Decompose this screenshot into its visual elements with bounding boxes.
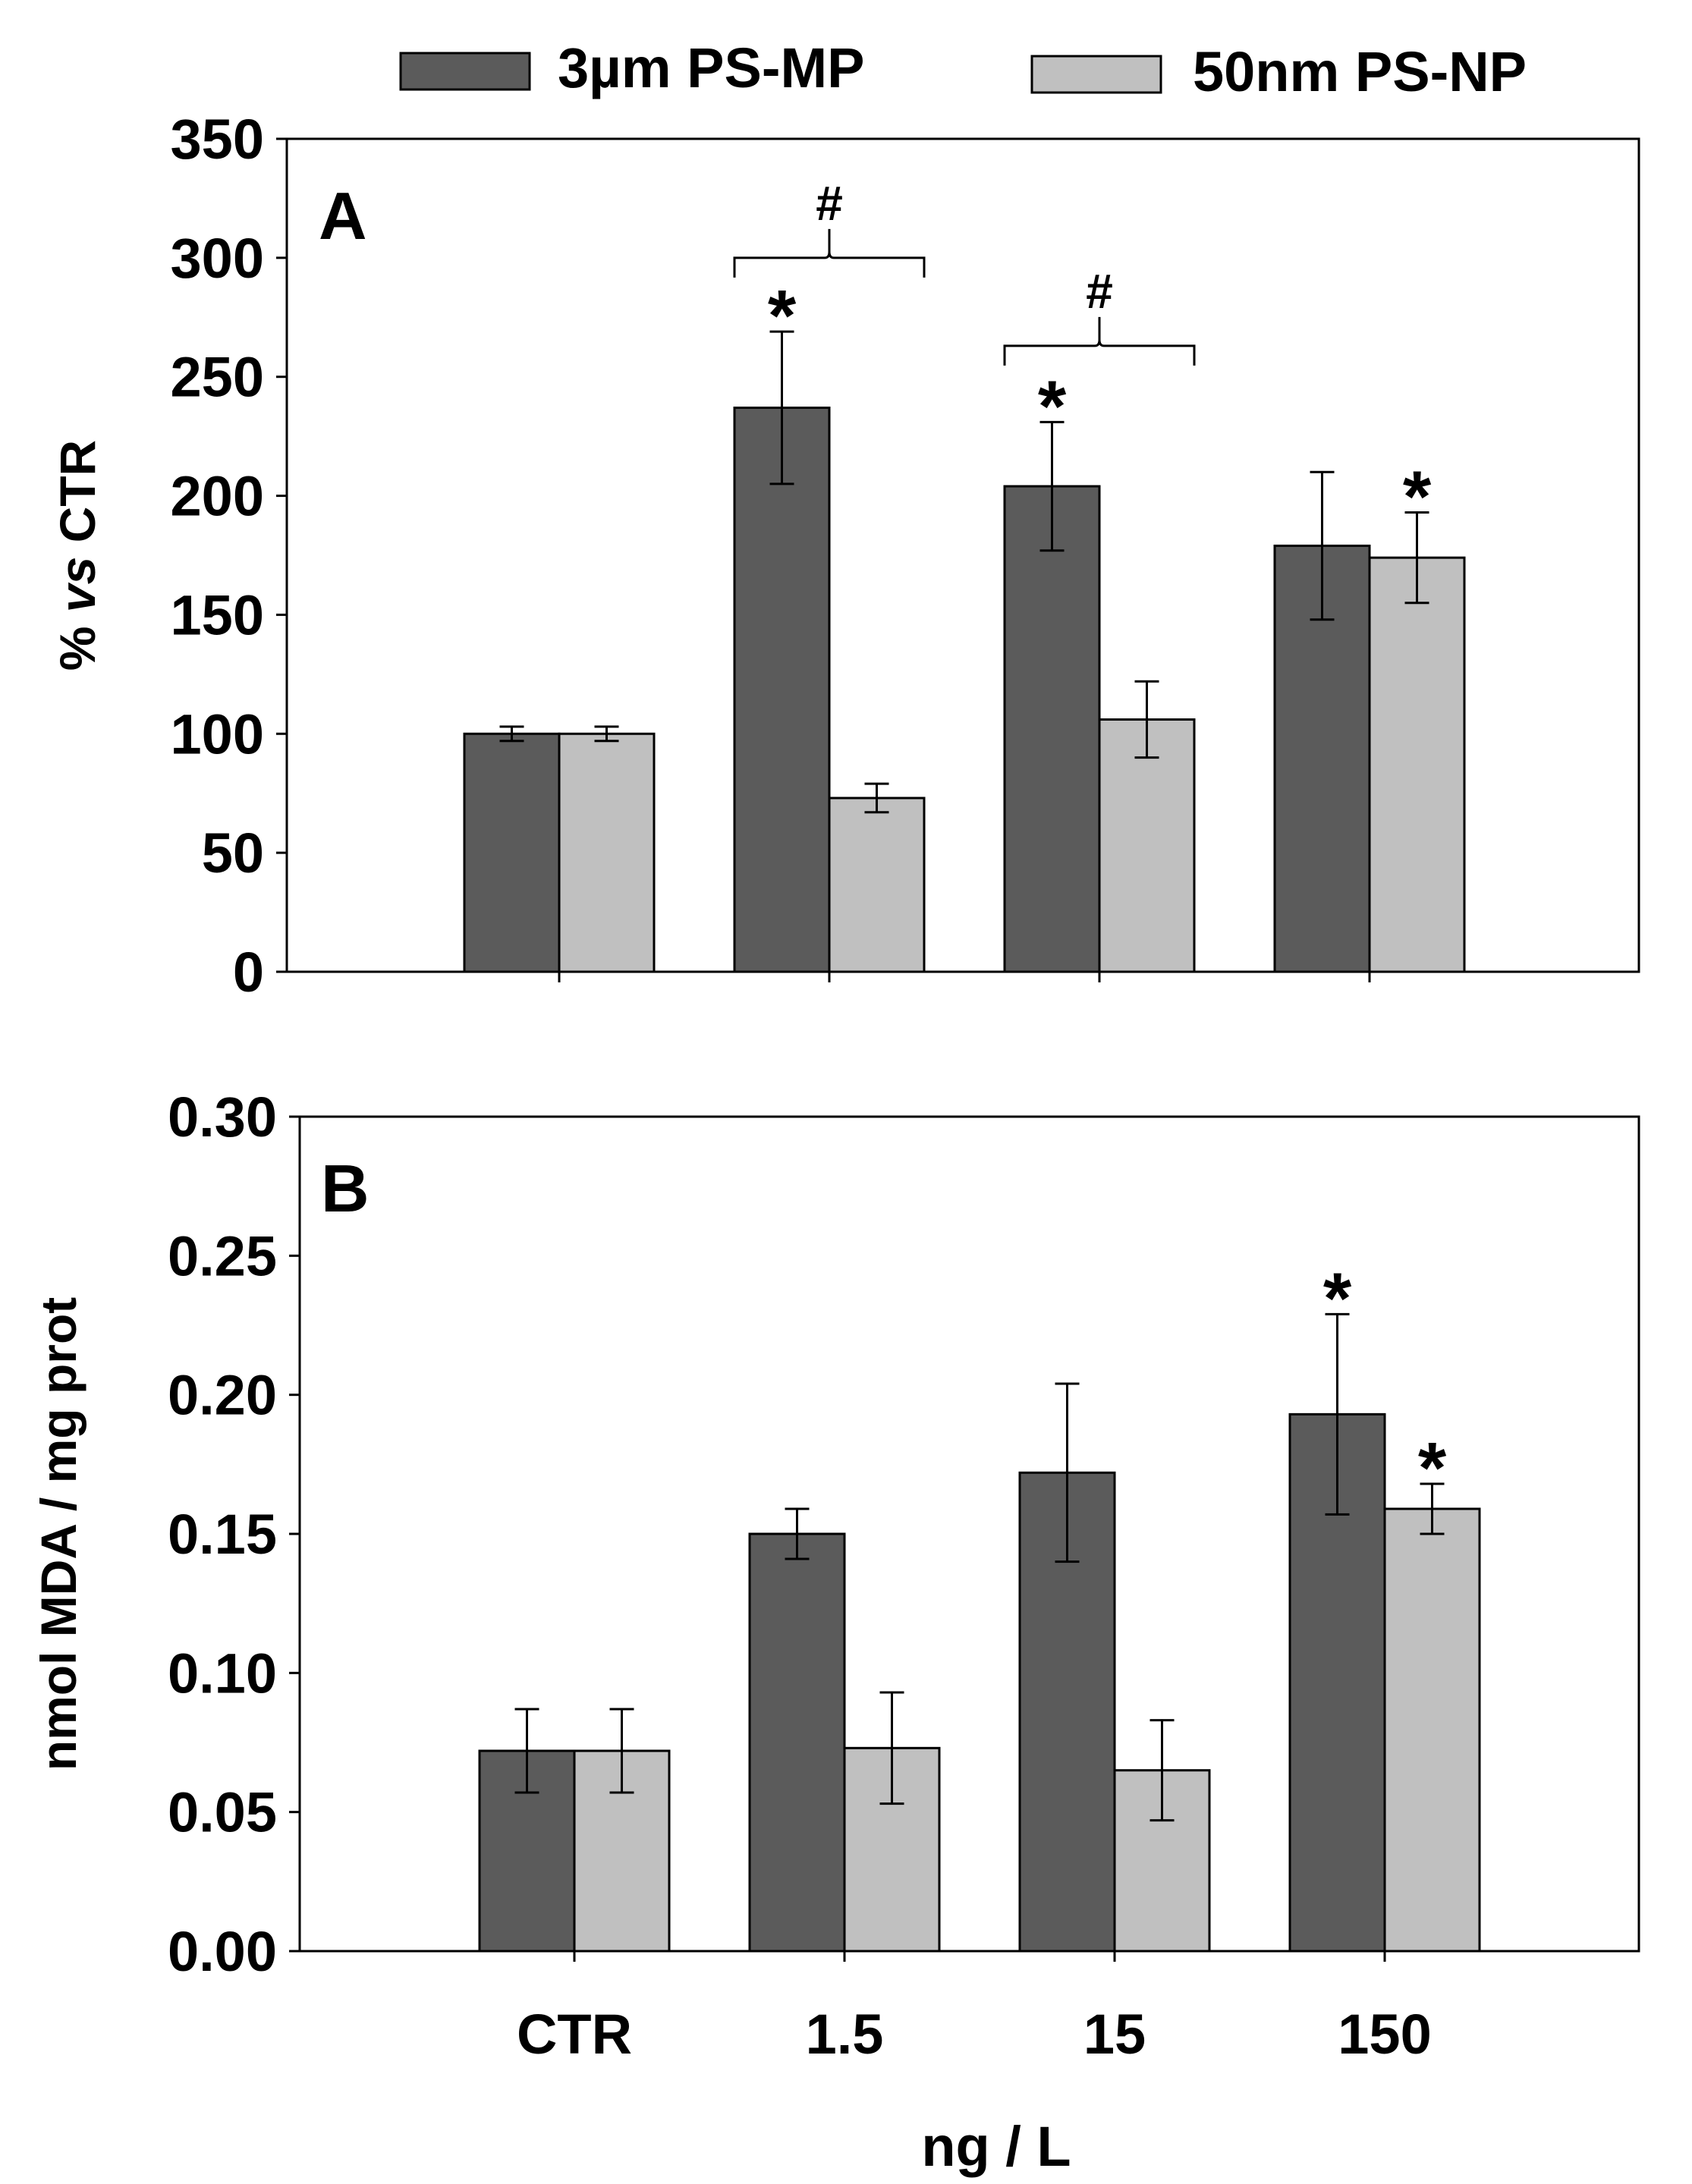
bar-np bbox=[828, 797, 926, 973]
y-tick-label: 50 bbox=[202, 822, 264, 885]
y-tick-label: 0.00 bbox=[168, 1920, 277, 1983]
y-tick-label: 0.10 bbox=[168, 1642, 277, 1705]
x-tick-label: 15 bbox=[1083, 2003, 1146, 2066]
bracket-symbol: # bbox=[1086, 264, 1113, 319]
y-tick-label: 200 bbox=[171, 465, 264, 528]
bar-np bbox=[1368, 556, 1466, 973]
plot-frame bbox=[285, 137, 1640, 973]
legend-label-np: 50nm PS-NP bbox=[1193, 40, 1527, 103]
y-tick-label: 0.05 bbox=[168, 1781, 277, 1844]
y-tick-label: 250 bbox=[171, 346, 264, 409]
y-tick-label: 0.30 bbox=[168, 1086, 277, 1149]
bar-mp bbox=[463, 732, 561, 973]
y-axis-label-part: % bbox=[49, 612, 105, 671]
legend-swatch-np bbox=[1030, 55, 1162, 94]
x-axis-label: ng / L bbox=[921, 2115, 1071, 2178]
legend-label-mp: 3µm PS-MP bbox=[558, 36, 865, 99]
significance-bracket bbox=[733, 228, 926, 278]
x-tick-label: CTR bbox=[517, 2003, 632, 2066]
bar-np bbox=[1383, 1507, 1481, 1953]
bar-mp bbox=[748, 1532, 846, 1953]
y-axis-label-part: vs bbox=[49, 557, 105, 612]
panel-label: B bbox=[321, 1151, 370, 1226]
significance-bracket bbox=[1003, 316, 1196, 366]
y-tick-label: 300 bbox=[171, 227, 264, 290]
significance-star: * bbox=[1323, 1258, 1352, 1339]
x-tick-label: 1.5 bbox=[806, 2003, 884, 2066]
y-tick-label: 0.20 bbox=[168, 1364, 277, 1427]
panel-label: A bbox=[319, 178, 367, 253]
y-tick-label: 0.15 bbox=[168, 1503, 277, 1566]
y-tick-label: 0.25 bbox=[168, 1224, 277, 1287]
y-tick-label: 100 bbox=[171, 702, 264, 765]
significance-star: * bbox=[768, 275, 797, 357]
y-tick-label: 150 bbox=[171, 583, 264, 646]
significance-star: * bbox=[1403, 457, 1432, 538]
y-axis-label: nmol MDA / mg prot bbox=[30, 1297, 86, 1771]
panel-b: 0.00 0.05 0.10 0.15 0.20 0.25 0.30 nmol MDA / m… bbox=[30, 1086, 1640, 2066]
significance-star: * bbox=[1038, 366, 1067, 447]
legend: 3µm PS-MP 50nm PS-NP bbox=[399, 36, 1527, 103]
legend-swatch-mp bbox=[399, 52, 531, 91]
y-axis-label-part: CTR bbox=[49, 440, 105, 557]
bar-np bbox=[558, 732, 656, 973]
bracket-symbol: # bbox=[816, 176, 843, 231]
y-tick-label: 0 bbox=[233, 941, 264, 1004]
bar-mp bbox=[733, 406, 831, 973]
bar-np bbox=[1098, 718, 1196, 973]
y-axis-label-part: nmol MDA / mg prot bbox=[30, 1297, 86, 1771]
x-tick-label: 150 bbox=[1338, 2003, 1431, 2066]
y-tick-label: 350 bbox=[171, 108, 264, 171]
bar-mp bbox=[1003, 485, 1101, 973]
significance-star: * bbox=[1418, 1428, 1447, 1509]
y-axis-label: % vs CTR bbox=[49, 440, 105, 671]
